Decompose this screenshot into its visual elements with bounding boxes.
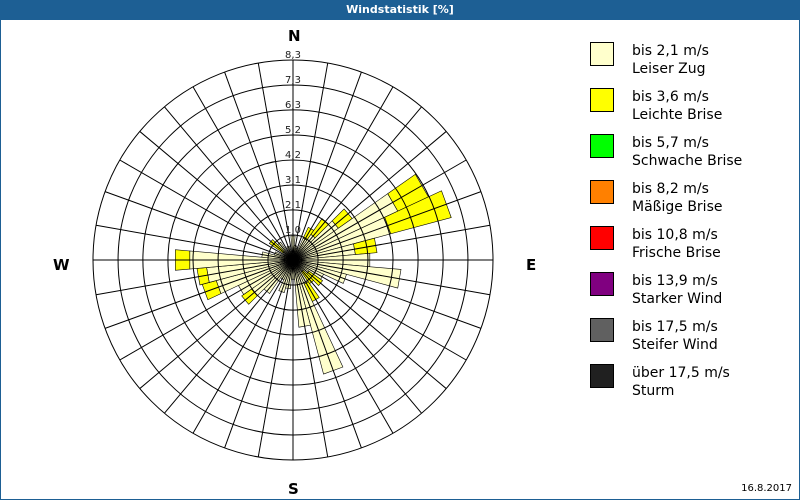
grid-spoke bbox=[164, 106, 294, 261]
legend-swatch bbox=[590, 42, 614, 66]
legend-range: bis 5,7 m/s bbox=[632, 135, 709, 151]
grid-spoke bbox=[292, 106, 422, 261]
grid-spoke bbox=[292, 86, 394, 261]
legend-range: bis 10,8 m/s bbox=[632, 227, 718, 243]
radial-tick-label: 2,1 bbox=[285, 200, 301, 211]
legend-range: bis 3,6 m/s bbox=[632, 89, 709, 105]
compass-north-label: N bbox=[288, 27, 301, 45]
legend-label: Leichte Brise bbox=[632, 107, 723, 123]
grid-spoke bbox=[292, 259, 467, 361]
grid-spoke bbox=[119, 159, 294, 261]
legend-swatch bbox=[590, 364, 614, 388]
legend-swatch bbox=[590, 88, 614, 112]
legend-label: Leiser Zug bbox=[632, 61, 706, 77]
grid-spoke bbox=[292, 159, 467, 261]
legend-swatch bbox=[590, 226, 614, 250]
grid-spoke bbox=[192, 86, 294, 261]
legend-label: Steifer Wind bbox=[632, 337, 718, 353]
date-stamp: 16.8.2017 bbox=[741, 483, 792, 494]
legend-label: Sturm bbox=[632, 383, 675, 399]
grid-spoke bbox=[292, 259, 482, 329]
grid-spoke bbox=[292, 224, 491, 261]
legend-label: Frische Brise bbox=[632, 245, 721, 261]
grid-spoke bbox=[292, 259, 491, 296]
grid-spoke bbox=[292, 259, 394, 434]
legend-range: über 17,5 m/s bbox=[632, 365, 730, 381]
grid-spoke bbox=[292, 62, 329, 261]
legend-range: bis 13,9 m/s bbox=[632, 273, 718, 289]
grid-spoke bbox=[292, 131, 447, 261]
radial-tick-label: 6,3 bbox=[285, 100, 301, 111]
legend-swatch bbox=[590, 134, 614, 158]
window-title: Windstatistik [%] bbox=[0, 0, 800, 20]
legend-range: bis 2,1 m/s bbox=[632, 43, 709, 59]
grid-spoke bbox=[292, 71, 362, 261]
grid-spoke bbox=[119, 259, 294, 361]
grid-spoke bbox=[192, 259, 294, 434]
grid-spoke bbox=[139, 259, 294, 389]
legend-label: Starker Wind bbox=[632, 291, 723, 307]
grid-spoke bbox=[139, 131, 294, 261]
radial-tick-label: 1,0 bbox=[285, 225, 301, 236]
grid-spoke bbox=[224, 71, 294, 261]
compass-west-label: W bbox=[53, 256, 70, 274]
grid-spoke bbox=[104, 259, 294, 329]
radial-tick-label: 7,3 bbox=[285, 75, 301, 86]
legend-swatch bbox=[590, 180, 614, 204]
grid-spoke bbox=[95, 259, 294, 296]
wind-sector bbox=[353, 237, 378, 255]
grid-spoke bbox=[292, 259, 447, 389]
radial-tick-label: 3,1 bbox=[285, 175, 301, 186]
legend-swatch bbox=[590, 318, 614, 342]
radial-tick-label: 8,3 bbox=[285, 50, 301, 61]
legend-label: Mäßige Brise bbox=[632, 199, 723, 215]
legend-range: bis 17,5 m/s bbox=[632, 319, 718, 335]
radial-tick-label: 5,2 bbox=[285, 125, 301, 136]
legend-label: Schwache Brise bbox=[632, 153, 743, 169]
grid-spoke bbox=[292, 191, 482, 261]
grid-spoke bbox=[224, 259, 294, 449]
grid-spoke bbox=[292, 259, 329, 458]
legend-swatch bbox=[590, 272, 614, 296]
grid-spoke bbox=[104, 191, 294, 261]
grid-spoke bbox=[164, 259, 294, 414]
grid-spoke bbox=[292, 259, 422, 414]
legend-range: bis 8,2 m/s bbox=[632, 181, 709, 197]
grid-spoke bbox=[257, 259, 294, 458]
grid-spoke bbox=[257, 62, 294, 261]
radial-tick-label: 4,2 bbox=[285, 150, 301, 161]
wind-sector bbox=[384, 190, 452, 235]
grid-spoke bbox=[292, 259, 362, 449]
compass-east-label: E bbox=[526, 256, 537, 274]
grid-spoke bbox=[95, 224, 294, 261]
compass-south-label: S bbox=[288, 480, 299, 498]
